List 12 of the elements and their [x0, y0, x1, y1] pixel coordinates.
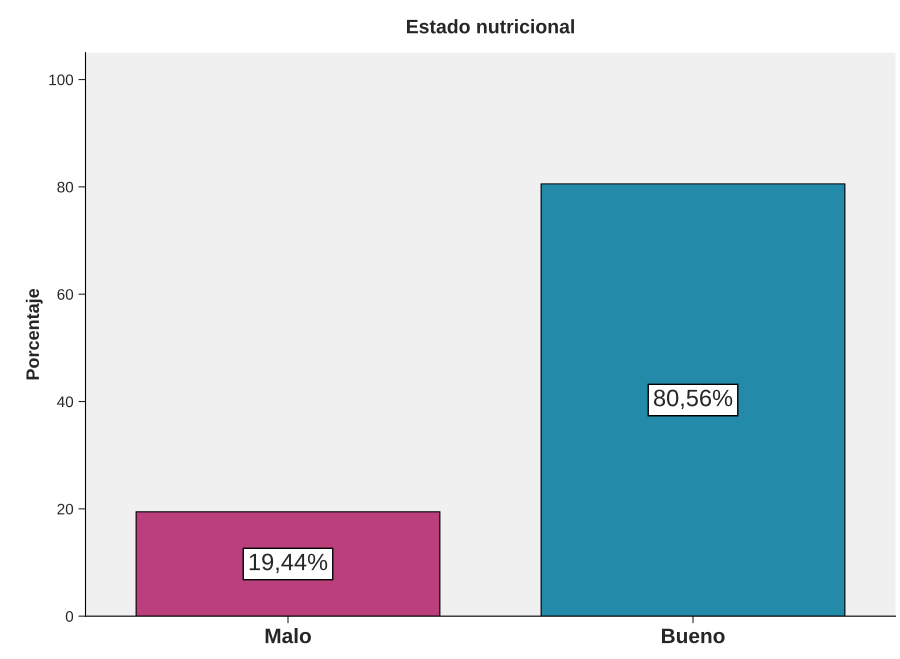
- data-label: 19,44%: [250, 554, 328, 574]
- y-tick-label: 60: [57, 289, 74, 300]
- y-tick-label: 100: [49, 74, 74, 86]
- y-tick-label: 20: [57, 504, 74, 515]
- y-tick-label: 80: [57, 182, 74, 193]
- x-tick-label: Malo: [266, 628, 311, 644]
- y-tick-label: 0: [66, 611, 74, 622]
- y-axis-title: Porcentaje: [26, 288, 43, 380]
- chart-title: Estado nutricional: [407, 19, 574, 34]
- y-tick-label: 40: [57, 396, 74, 408]
- x-tick-label: Bueno: [662, 628, 725, 644]
- data-label: 80,56%: [654, 390, 732, 410]
